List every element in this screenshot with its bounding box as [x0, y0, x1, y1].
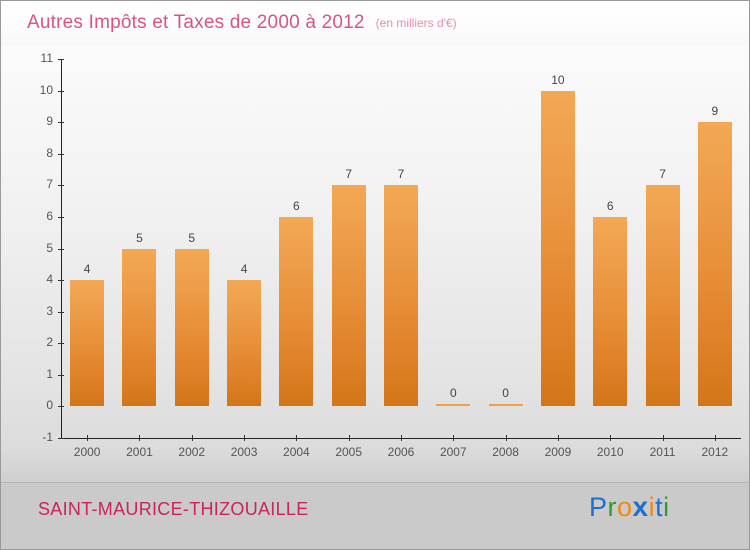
logo-letter-p: P	[589, 492, 608, 522]
bar-2011[interactable]	[645, 185, 680, 407]
x-axis-label: 2010	[596, 445, 624, 459]
x-axis-label: 2008	[492, 445, 519, 459]
bar-value-label: 5	[136, 230, 143, 245]
x-axis-tick	[610, 435, 611, 441]
chart-plot-panel: -1 0 1 2 3 4 5 6 7 8 9 10 11 2000 2001 2002 2003 2004 200…	[1, 45, 749, 482]
bar-2002[interactable]	[174, 248, 209, 407]
bar-value-label: 5	[188, 230, 196, 245]
y-axis-tick	[58, 343, 64, 345]
x-axis-tick	[558, 435, 559, 441]
bar-value-label: 7	[345, 167, 353, 182]
bar-value-label: 7	[397, 167, 405, 182]
y-axis-tick	[58, 374, 64, 376]
x-axis-label: 2002	[178, 445, 206, 459]
y-axis-tick	[58, 59, 64, 60]
y-axis-label: -1	[42, 430, 53, 444]
logo-letter-i-first: i	[648, 492, 656, 522]
y-axis-label: 6	[46, 208, 53, 223]
y-axis-label: 4	[46, 272, 53, 287]
x-axis-label: 2012	[701, 445, 729, 459]
y-axis-tick	[58, 406, 64, 408]
chart-unit-subtitle: (en milliers d'€)	[375, 16, 457, 30]
bar-value-label: 6	[293, 198, 300, 213]
x-axis-label: 2004	[283, 445, 310, 459]
logo-letter-t: t	[655, 492, 664, 522]
bar-value-label: 7	[659, 167, 666, 182]
y-axis-label: 7	[46, 177, 53, 192]
x-axis-tick	[715, 435, 716, 441]
logo-letter-x: x	[632, 491, 649, 522]
logo-letter-r: r	[607, 492, 618, 522]
x-axis-tick	[663, 435, 664, 441]
bar-value-label: 10	[551, 72, 565, 87]
bar-2007[interactable]	[436, 404, 471, 407]
x-axis-tick	[139, 435, 140, 441]
y-axis-label: 10	[39, 82, 53, 97]
bar-2009[interactable]	[540, 90, 575, 407]
y-axis-tick	[58, 311, 64, 313]
y-axis-label: 2	[46, 335, 53, 350]
x-axis-label: 2007	[439, 445, 467, 459]
bar-2000[interactable]	[70, 280, 105, 407]
bar-value-label: 9	[711, 104, 719, 119]
bar-value-label: 6	[606, 198, 614, 213]
commune-name: SAINT-MAURICE-THIZOUAILLE	[38, 499, 309, 519]
x-axis-tick	[296, 435, 297, 441]
bar-2012[interactable]	[697, 122, 732, 407]
x-axis-label: 2011	[649, 445, 676, 459]
bar-value-label: 4	[83, 262, 91, 277]
y-axis-label: 3	[46, 303, 53, 318]
x-axis-tick	[506, 435, 507, 441]
proxiti-logo[interactable]: Proxiti	[589, 493, 670, 521]
bar-2006[interactable]	[384, 185, 418, 407]
bar-2003[interactable]	[227, 280, 262, 407]
chart-footer: SAINT-MAURICE-THIZOUAILLE Proxiti	[1, 482, 749, 549]
y-axis-tick	[58, 438, 64, 439]
y-axis-label: 11	[40, 51, 53, 65]
x-axis-tick	[192, 435, 193, 441]
bar-2004[interactable]	[279, 216, 314, 407]
y-axis-tick	[58, 185, 64, 187]
x-axis-label: 2005	[335, 445, 363, 459]
y-axis-tick	[58, 122, 64, 124]
bar-2001[interactable]	[122, 248, 157, 407]
bar-value-label: 0	[449, 386, 457, 401]
y-axis-tick	[58, 280, 64, 282]
x-axis-tick	[244, 435, 245, 441]
logo-letter-o: o	[617, 492, 633, 522]
bar-value-label: 0	[502, 386, 509, 401]
bar-2010[interactable]	[593, 216, 628, 407]
x-axis-label: 2000	[73, 445, 101, 459]
y-axis-label: 1	[46, 366, 53, 381]
y-axis-label: 5	[46, 240, 53, 255]
y-axis-label: 8	[46, 145, 53, 160]
x-axis-tick	[349, 435, 350, 441]
y-axis-tick	[58, 90, 64, 92]
bar-2005[interactable]	[331, 185, 366, 407]
chart-header: Autres Impôts et Taxes de 2000 à 2012 (e…	[1, 1, 749, 45]
x-axis-tick	[401, 435, 402, 441]
x-axis-tick	[87, 435, 88, 441]
y-axis-label: 9	[46, 114, 53, 129]
bar-2008[interactable]	[488, 404, 523, 407]
y-axis-tick	[58, 216, 64, 218]
x-axis-label: 2003	[230, 445, 258, 459]
y-axis-tick	[58, 248, 64, 250]
logo-letter-i-second: i	[663, 492, 670, 522]
page-title: Autres Impôts et Taxes de 2000 à 2012	[27, 12, 365, 33]
bar-value-label: 4	[240, 262, 248, 277]
y-axis-label: 0	[46, 398, 53, 413]
x-axis-label: 2001	[126, 445, 153, 459]
x-axis-tick	[453, 435, 454, 441]
y-axis-tick	[58, 153, 64, 155]
x-axis-label: 2006	[387, 445, 415, 459]
x-axis-label: 2009	[544, 445, 572, 459]
